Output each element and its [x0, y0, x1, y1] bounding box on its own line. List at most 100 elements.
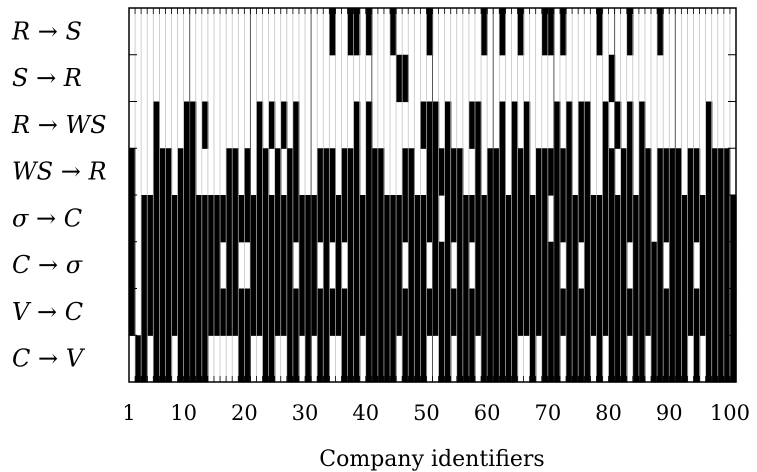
row-labels: R → S S → R R → WS WS → R σ → C C → σ V → C C →… — [11, 17, 107, 372]
cell-row6-company71 — [553, 241, 561, 290]
cell-row5-company83 — [626, 195, 634, 243]
cell-row7-company51 — [432, 288, 440, 336]
cell-row6-company10 — [183, 241, 191, 290]
cell-row4-company75 — [578, 148, 585, 196]
cell-row4-company93 — [687, 148, 695, 196]
cell-row6-company29 — [298, 241, 306, 290]
x-tick-label-10: 10 — [170, 401, 197, 425]
cell-row7-company73 — [566, 288, 573, 336]
cell-row8-company28 — [292, 335, 300, 383]
cell-row7-company89 — [663, 288, 670, 336]
cell-row5-company72 — [559, 195, 567, 243]
cell-row4-company38 — [353, 148, 361, 196]
cell-row5-company95 — [699, 195, 707, 243]
cell-row6-company5 — [153, 241, 160, 290]
cell-row7-company42 — [377, 288, 385, 336]
cell-row5-company78 — [596, 195, 604, 243]
cell-row4-company96 — [705, 148, 713, 196]
cell-row4-company71 — [553, 148, 561, 196]
cell-row7-company20 — [244, 288, 251, 336]
cell-row5-company76 — [584, 195, 591, 243]
cell-row3-company10 — [183, 101, 191, 149]
cell-row6-company22 — [256, 241, 264, 290]
cell-row8-company82 — [620, 335, 628, 383]
cell-row7-company96 — [705, 288, 713, 336]
cell-row8-company9 — [177, 335, 185, 383]
cell-row7-company43 — [383, 288, 391, 336]
x-tick-label-70: 70 — [534, 401, 561, 425]
cell-row6-company80 — [608, 241, 616, 290]
cell-row8-company55 — [456, 335, 464, 383]
row-label-2: S → R — [12, 64, 82, 92]
cell-row6-company78 — [596, 241, 604, 290]
cell-row6-company97 — [711, 241, 719, 290]
cell-row5-company97 — [711, 195, 719, 243]
cell-row8-company69 — [541, 335, 549, 383]
cell-row7-company19 — [238, 288, 245, 336]
cell-row4-company94 — [693, 148, 701, 196]
cell-row5-company65 — [517, 195, 525, 243]
cell-row8-company76 — [584, 335, 591, 383]
cell-row8-company33 — [323, 335, 330, 383]
cell-row2-company80 — [608, 54, 616, 103]
cell-row1-company38 — [353, 8, 361, 56]
cell-row3-company62 — [499, 101, 506, 149]
cell-row4-company79 — [602, 148, 610, 196]
cell-row5-company73 — [566, 195, 573, 243]
cell-row7-company29 — [298, 288, 306, 336]
cell-row5-company85 — [638, 195, 646, 243]
cell-row8-company85 — [638, 335, 646, 383]
cell-row8-company94 — [693, 335, 701, 383]
cell-row4-company61 — [493, 148, 500, 196]
cell-row5-company82 — [620, 195, 628, 243]
cell-row8-company71 — [553, 335, 561, 383]
cell-row7-company33 — [323, 288, 330, 336]
cell-row1-company83 — [626, 8, 634, 56]
cell-row4-company28 — [292, 148, 300, 196]
cell-row8-company27 — [286, 335, 294, 383]
cell-row5-company99 — [723, 195, 731, 243]
x-axis-ticks: 1 10 20 30 40 50 60 70 80 90 100 — [122, 401, 750, 425]
row-label-7: V → C — [12, 298, 83, 326]
cell-row3-company11 — [189, 101, 197, 149]
cell-row6-company91 — [675, 241, 682, 290]
cell-row3-company75 — [578, 101, 585, 149]
cell-row3-company96 — [705, 101, 713, 149]
cell-row7-company21 — [250, 288, 258, 336]
cell-row4-company91 — [675, 148, 682, 196]
cell-row5-company60 — [487, 195, 494, 243]
cell-row6-company37 — [347, 241, 355, 290]
cell-row5-company71 — [553, 195, 561, 243]
cell-row8-company84 — [632, 335, 640, 383]
cell-row4-company7 — [165, 148, 173, 196]
cell-row6-company51 — [432, 241, 440, 290]
cell-row6-company70 — [547, 241, 555, 290]
cell-row5-company29 — [298, 195, 306, 243]
cell-row5-company55 — [456, 195, 464, 243]
cell-row5-company15 — [213, 195, 221, 243]
cell-row4-company72 — [559, 148, 567, 196]
cell-row6-company90 — [669, 241, 676, 290]
cell-row6-company35 — [335, 241, 343, 290]
cell-row5-company74 — [572, 195, 579, 243]
row-label-8: C → V — [12, 345, 86, 373]
cell-row5-company21 — [250, 195, 258, 243]
cell-row6-company9 — [177, 241, 185, 290]
cell-row1-company88 — [657, 8, 664, 56]
cell-row8-company62 — [499, 335, 506, 383]
cell-row3-company13 — [201, 101, 209, 149]
cell-row8-company98 — [717, 335, 725, 383]
cell-row8-company10 — [183, 335, 191, 383]
cell-row8-company75 — [578, 335, 585, 383]
cell-row6-company49 — [420, 241, 428, 290]
cell-row8-company99 — [723, 335, 731, 383]
cell-row7-company8 — [171, 288, 179, 336]
cell-row5-company77 — [590, 195, 597, 243]
cell-row5-company13 — [201, 195, 209, 243]
cell-row7-company14 — [207, 288, 215, 336]
cell-row6-company48 — [414, 241, 421, 290]
cell-row5-company90 — [669, 195, 676, 243]
cell-row5-company28 — [292, 195, 300, 243]
cell-row5-company66 — [523, 195, 531, 243]
cell-row5-company48 — [414, 195, 421, 243]
